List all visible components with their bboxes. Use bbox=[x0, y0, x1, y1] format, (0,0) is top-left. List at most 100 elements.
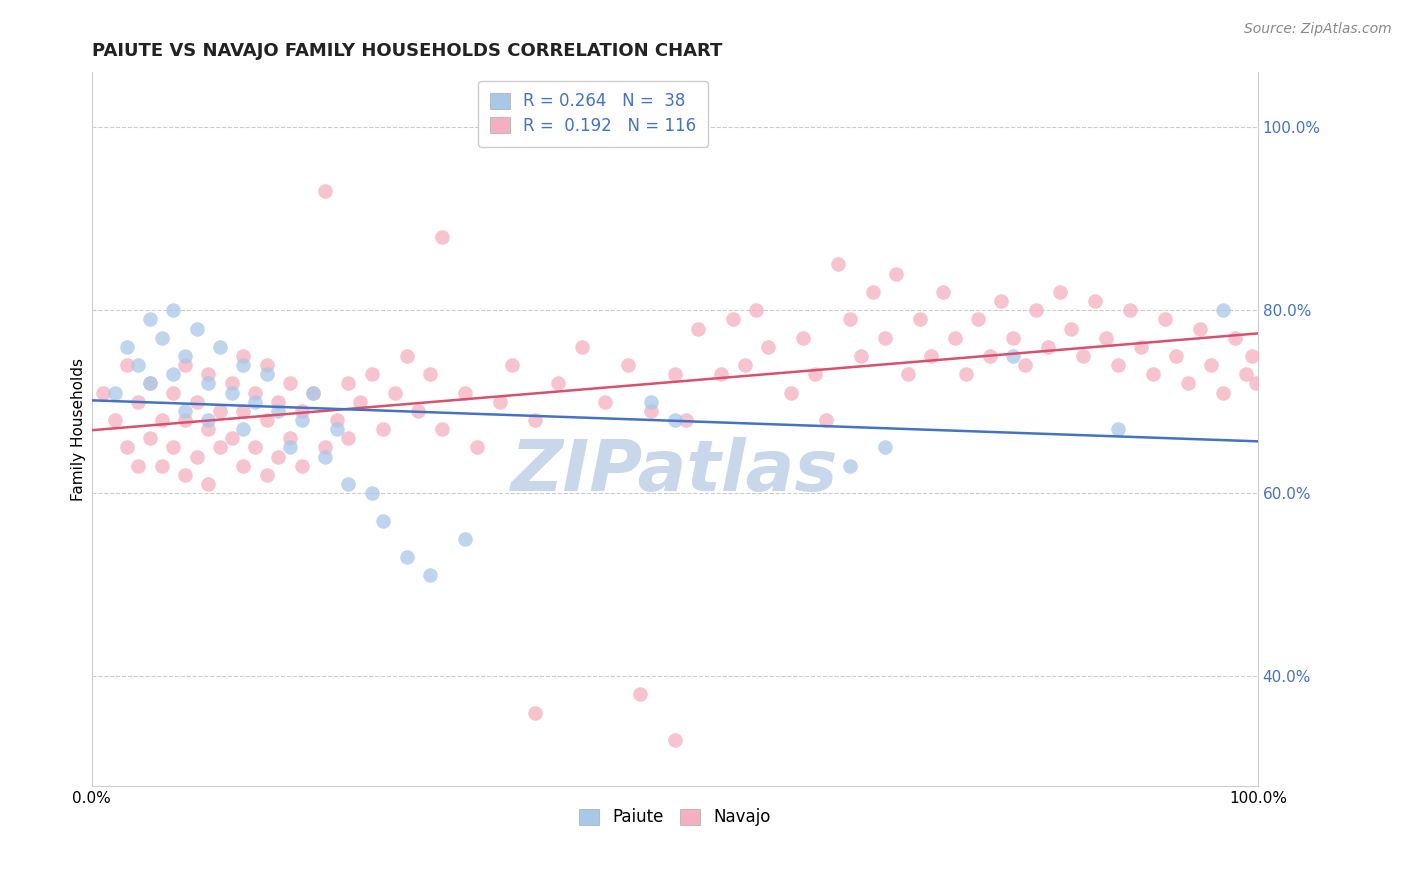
Point bbox=[1060, 321, 1083, 335]
Point bbox=[267, 450, 290, 464]
Point bbox=[967, 312, 990, 326]
Point bbox=[908, 312, 931, 326]
Point bbox=[640, 394, 662, 409]
Point bbox=[920, 349, 942, 363]
Point bbox=[337, 477, 360, 491]
Point bbox=[395, 349, 418, 363]
Point bbox=[1166, 349, 1188, 363]
Point bbox=[454, 532, 477, 546]
Point bbox=[93, 385, 115, 400]
Point bbox=[360, 368, 382, 382]
Point bbox=[243, 385, 266, 400]
Point bbox=[232, 358, 254, 372]
Point bbox=[186, 321, 208, 335]
Point bbox=[337, 431, 360, 445]
Point bbox=[688, 321, 710, 335]
Point bbox=[430, 422, 453, 436]
Point bbox=[838, 458, 860, 473]
Point bbox=[1130, 340, 1153, 354]
Point bbox=[664, 733, 686, 747]
Point bbox=[664, 413, 686, 427]
Point bbox=[256, 467, 278, 482]
Point bbox=[1014, 358, 1036, 372]
Point bbox=[1199, 358, 1222, 372]
Point bbox=[139, 376, 162, 391]
Point bbox=[115, 441, 138, 455]
Point bbox=[1240, 349, 1263, 363]
Point bbox=[955, 368, 977, 382]
Point bbox=[1001, 349, 1024, 363]
Point bbox=[523, 706, 546, 720]
Point bbox=[1177, 376, 1199, 391]
Point bbox=[221, 376, 243, 391]
Point bbox=[186, 394, 208, 409]
Point bbox=[174, 413, 197, 427]
Point bbox=[710, 368, 733, 382]
Point bbox=[139, 312, 162, 326]
Point bbox=[197, 477, 219, 491]
Point bbox=[373, 422, 395, 436]
Point bbox=[1244, 376, 1267, 391]
Point bbox=[862, 285, 884, 299]
Point bbox=[221, 385, 243, 400]
Point bbox=[1223, 331, 1246, 345]
Point bbox=[278, 376, 301, 391]
Point bbox=[314, 184, 336, 198]
Point bbox=[325, 413, 347, 427]
Point bbox=[745, 303, 768, 318]
Point bbox=[640, 404, 662, 418]
Point bbox=[302, 385, 325, 400]
Point bbox=[373, 514, 395, 528]
Point bbox=[1153, 312, 1175, 326]
Point bbox=[197, 376, 219, 391]
Point bbox=[628, 687, 651, 701]
Point bbox=[302, 385, 325, 400]
Text: ZIPatlas: ZIPatlas bbox=[512, 437, 838, 507]
Point bbox=[291, 404, 314, 418]
Point bbox=[174, 349, 197, 363]
Point bbox=[232, 458, 254, 473]
Point bbox=[547, 376, 569, 391]
Point bbox=[873, 441, 896, 455]
Point bbox=[197, 368, 219, 382]
Point bbox=[932, 285, 955, 299]
Point bbox=[174, 467, 197, 482]
Point bbox=[430, 230, 453, 244]
Point bbox=[197, 422, 219, 436]
Point bbox=[851, 349, 873, 363]
Point bbox=[256, 358, 278, 372]
Point bbox=[419, 568, 441, 582]
Point bbox=[943, 331, 966, 345]
Point bbox=[1142, 368, 1164, 382]
Point bbox=[325, 422, 347, 436]
Point bbox=[209, 441, 232, 455]
Point bbox=[419, 368, 441, 382]
Point bbox=[162, 303, 184, 318]
Point bbox=[1036, 340, 1059, 354]
Point bbox=[243, 441, 266, 455]
Point bbox=[232, 422, 254, 436]
Point bbox=[209, 404, 232, 418]
Point bbox=[209, 340, 232, 354]
Point bbox=[408, 404, 430, 418]
Point bbox=[221, 431, 243, 445]
Point bbox=[1095, 331, 1118, 345]
Point bbox=[1107, 422, 1129, 436]
Point bbox=[827, 258, 849, 272]
Point bbox=[162, 385, 184, 400]
Point bbox=[104, 385, 127, 400]
Point bbox=[291, 413, 314, 427]
Point bbox=[104, 413, 127, 427]
Point bbox=[349, 394, 371, 409]
Point bbox=[803, 368, 825, 382]
Point bbox=[1001, 331, 1024, 345]
Point bbox=[501, 358, 523, 372]
Point bbox=[815, 413, 838, 427]
Point bbox=[174, 358, 197, 372]
Point bbox=[1107, 358, 1129, 372]
Text: PAIUTE VS NAVAJO FAMILY HOUSEHOLDS CORRELATION CHART: PAIUTE VS NAVAJO FAMILY HOUSEHOLDS CORRE… bbox=[91, 42, 723, 60]
Point bbox=[267, 404, 290, 418]
Point bbox=[1234, 368, 1257, 382]
Point bbox=[150, 331, 173, 345]
Point bbox=[360, 486, 382, 500]
